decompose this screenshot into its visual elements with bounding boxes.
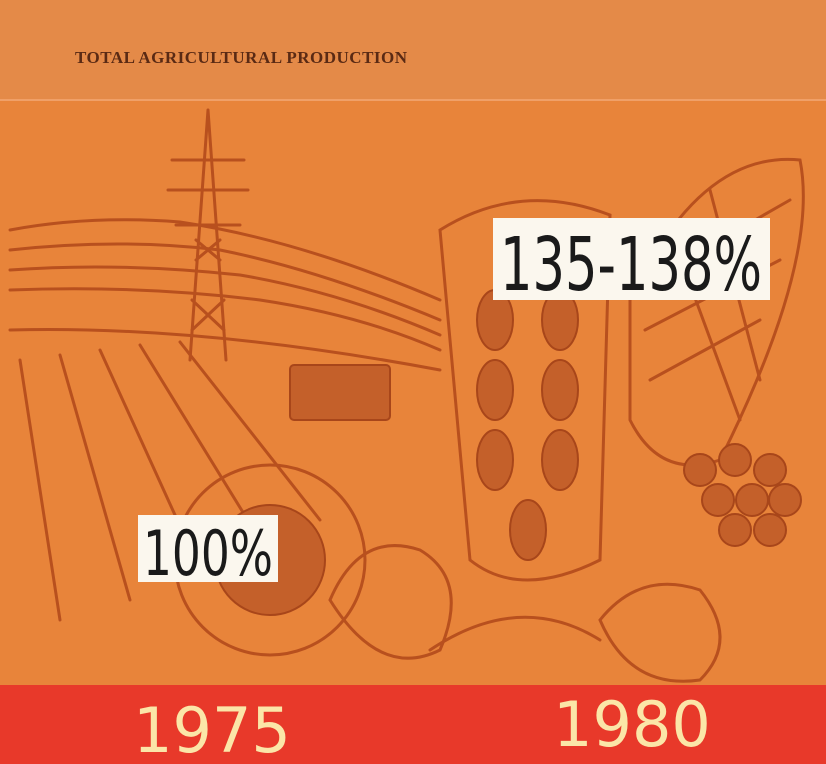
header-title: TOTAL AGRICULTURAL PRODUCTION	[75, 48, 408, 67]
year-label: 1980	[553, 688, 711, 761]
value-label: 135-138%	[500, 222, 762, 308]
background	[0, 0, 826, 764]
poster: TOTAL AGRICULTURAL PRODUCTION 135-138%	[0, 0, 826, 764]
year-label: 1975	[133, 694, 291, 764]
value-label: 100%	[143, 517, 273, 590]
